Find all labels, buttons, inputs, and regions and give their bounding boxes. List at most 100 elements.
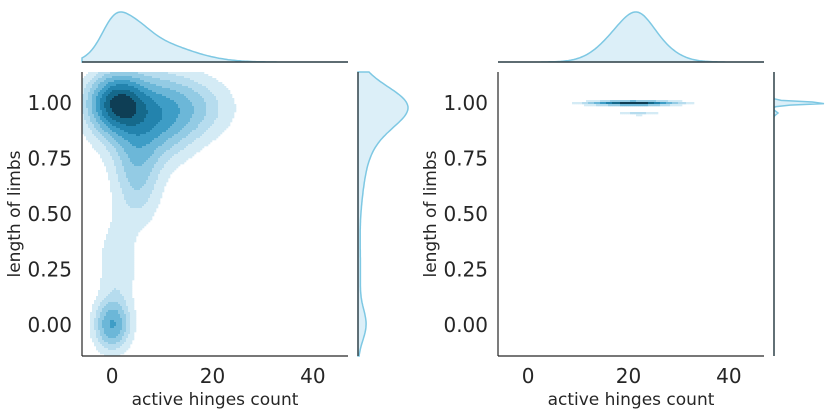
kde-cell bbox=[140, 72, 143, 75]
kde-cell bbox=[110, 282, 113, 285]
kde-cell bbox=[132, 252, 135, 255]
kde-cell bbox=[110, 168, 113, 171]
kde-cell bbox=[198, 108, 201, 111]
kde-cell bbox=[114, 148, 117, 151]
kde-cell bbox=[132, 330, 135, 333]
kde-cell bbox=[92, 98, 95, 101]
kde-cell bbox=[156, 78, 159, 81]
kde-cell bbox=[100, 292, 103, 295]
kde-cell bbox=[120, 204, 123, 207]
kde-cell bbox=[120, 222, 123, 225]
kde-cell bbox=[162, 186, 165, 189]
kde-cell bbox=[128, 180, 131, 183]
kde-cell bbox=[170, 148, 173, 151]
kde-cell bbox=[122, 170, 125, 173]
kde-cell bbox=[126, 150, 129, 153]
kde-cell bbox=[114, 234, 117, 237]
kde-cell bbox=[108, 266, 111, 269]
kde-cell bbox=[86, 90, 89, 93]
kde-cell bbox=[158, 94, 161, 97]
kde-cell bbox=[128, 336, 131, 339]
kde-cell bbox=[124, 342, 127, 345]
kde-cell bbox=[82, 114, 85, 117]
kde-cell bbox=[120, 192, 123, 195]
kde-cell bbox=[118, 108, 121, 111]
kde-cell bbox=[104, 330, 107, 333]
kde-cell bbox=[116, 194, 119, 197]
kde-cell bbox=[186, 154, 189, 157]
kde-cell bbox=[116, 146, 119, 149]
kde-cell bbox=[182, 138, 185, 141]
kde-cell bbox=[144, 78, 147, 81]
kde-cell bbox=[120, 284, 123, 287]
kde-cell bbox=[186, 150, 189, 153]
kde-cell bbox=[106, 258, 109, 261]
kde-cell bbox=[124, 284, 127, 287]
kde-cell bbox=[104, 342, 107, 345]
kde-cell bbox=[170, 156, 173, 159]
kde-cell bbox=[140, 74, 143, 77]
kde-cell bbox=[126, 124, 129, 127]
kde-cell bbox=[104, 130, 107, 133]
kde-cell bbox=[110, 104, 113, 107]
kde-cell bbox=[122, 102, 125, 105]
kde-cell bbox=[228, 118, 231, 121]
kde-cell bbox=[196, 90, 199, 93]
kde-cell bbox=[154, 208, 157, 211]
kde-cell bbox=[144, 148, 147, 151]
kde-cell bbox=[122, 132, 125, 135]
kde-cell bbox=[216, 96, 219, 99]
kde-cell bbox=[154, 112, 157, 115]
kde-cell bbox=[102, 102, 105, 105]
kde-cell bbox=[100, 304, 103, 307]
kde-cell bbox=[146, 210, 149, 213]
kde-cell bbox=[112, 132, 115, 135]
kde-cell bbox=[124, 186, 127, 189]
kde-cell bbox=[174, 156, 177, 159]
kde-cell bbox=[226, 116, 229, 119]
kde-cell bbox=[112, 146, 115, 149]
kde-cell bbox=[128, 198, 131, 201]
kde-cell bbox=[212, 78, 215, 81]
kde-cell bbox=[172, 166, 175, 169]
kde-cell bbox=[114, 334, 117, 337]
kde-cell bbox=[146, 180, 149, 183]
kde-cell bbox=[90, 138, 93, 141]
kde-cell bbox=[112, 180, 115, 183]
kde-cell bbox=[132, 154, 135, 157]
kde-cell bbox=[208, 102, 211, 105]
kde-cell bbox=[122, 310, 125, 313]
kde-cell bbox=[146, 124, 149, 127]
kde-cell bbox=[182, 136, 185, 139]
kde-cell bbox=[90, 110, 93, 113]
kde-cell bbox=[112, 88, 115, 91]
kde-cell bbox=[112, 324, 115, 327]
kde-cell bbox=[230, 116, 233, 119]
kde-cell bbox=[106, 236, 109, 239]
kde-cell bbox=[112, 220, 115, 223]
kde-cell bbox=[126, 224, 129, 227]
kde-cell bbox=[102, 94, 105, 97]
kde-cell bbox=[166, 138, 169, 141]
kde-cell bbox=[180, 144, 183, 147]
kde-cell bbox=[122, 298, 125, 301]
kde-cell bbox=[132, 324, 135, 327]
kde-cell bbox=[156, 134, 159, 137]
kde-cell bbox=[174, 144, 177, 147]
kde-cell bbox=[154, 148, 157, 151]
kde-cell bbox=[108, 314, 111, 317]
kde-cell bbox=[96, 326, 99, 329]
kde-cell bbox=[122, 212, 125, 215]
kde-cell bbox=[136, 176, 139, 179]
kde-cell bbox=[126, 310, 129, 313]
kde-cell bbox=[210, 94, 213, 97]
kde-cell bbox=[112, 234, 115, 237]
kde-cell bbox=[160, 110, 163, 113]
kde-cell bbox=[200, 106, 203, 109]
kde-cell bbox=[112, 250, 115, 253]
kde-cell bbox=[226, 88, 229, 91]
kde-cell bbox=[112, 84, 115, 87]
kde-cell bbox=[94, 118, 97, 121]
kde-cell bbox=[234, 108, 237, 111]
kde-cell bbox=[130, 244, 133, 247]
